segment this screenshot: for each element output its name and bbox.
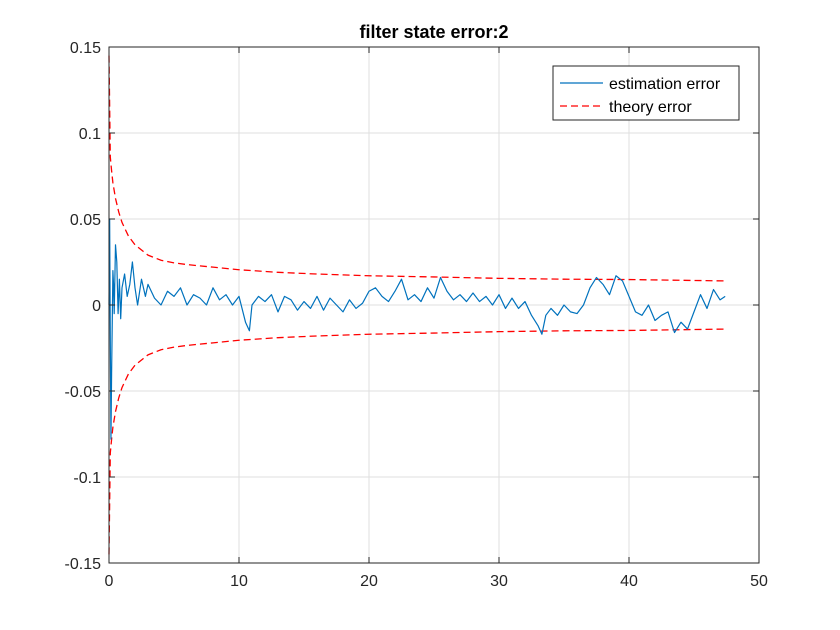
chart-title: filter state error:2: [359, 22, 508, 42]
series-theory-error-lower: [108, 328, 726, 555]
y-tick-label: 0: [92, 298, 101, 315]
y-tick-label: -0.15: [65, 556, 102, 573]
x-tick-label: 0: [105, 573, 114, 590]
x-tick-label: 40: [620, 573, 638, 590]
legend-box: [552, 65, 740, 121]
x-tick-label: 10: [230, 573, 248, 590]
legend-label-estimation: estimation error: [609, 76, 721, 93]
y-tick-label: 0.1: [79, 126, 101, 143]
x-tick-label: 50: [750, 573, 768, 590]
series-estimation-error: [108, 218, 726, 440]
y-tick-label: -0.1: [73, 470, 101, 487]
x-tick-label: 20: [360, 573, 378, 590]
series-layer: [108, 55, 726, 555]
axis-ticks: 0 10 20 30 40 50 -0.15 -0.1 -0.05 0 0.05 0.1 0.15: [65, 40, 768, 590]
legend: estimation error theory error: [552, 65, 740, 121]
y-tick-label: 0.05: [70, 212, 101, 229]
series-theory-error-upper: [108, 55, 726, 282]
y-tick-label: -0.05: [65, 384, 102, 401]
y-tick-label: 0.15: [70, 40, 101, 57]
x-tick-label: 30: [490, 573, 508, 590]
legend-label-theory: theory error: [609, 99, 692, 116]
